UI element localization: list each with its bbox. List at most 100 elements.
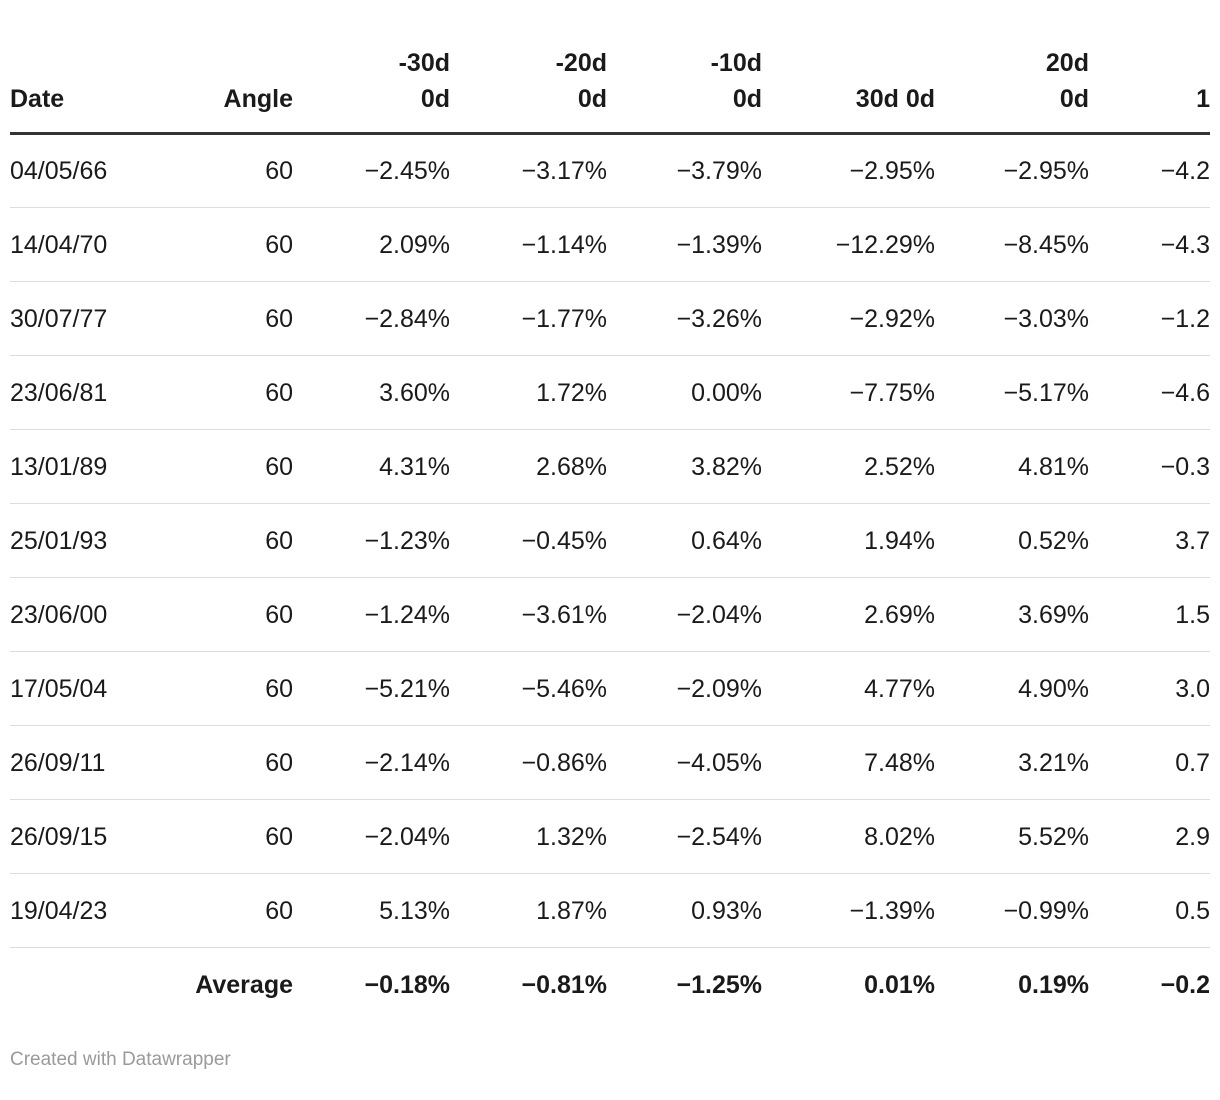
cell-20d-0d: 4.90% [935, 651, 1089, 726]
cell-m10d-0d: 0.00% [607, 355, 762, 430]
cell-last: −1.2 [1089, 281, 1210, 356]
cell-date: 26/09/11 [10, 725, 160, 800]
cell-30d-0d: 4.77% [762, 651, 935, 726]
column-header-line: -20d [555, 49, 607, 77]
cell-m20d-0d: 1.87% [450, 873, 607, 948]
cell-last: 0.7 [1089, 725, 1210, 800]
cell-m30d-0d: 3.60% [293, 355, 450, 430]
cell-m30d-0d: −1.23% [293, 503, 450, 578]
cell-m30d-0d: −5.21% [293, 651, 450, 726]
cell-20d-0d: 3.69% [935, 577, 1089, 652]
cell-date: 30/07/77 [10, 281, 160, 356]
column-header-line: -10d [710, 49, 762, 77]
cell-angle: 60 [265, 157, 293, 185]
column-header-line: 0d [732, 85, 762, 113]
cell-m10d-0d: 0.64% [607, 503, 762, 578]
table-row: 04/05/66 60 −2.45% −3.17% −3.79% −2.95% −2.95%… [10, 134, 1210, 208]
cell-m20d-0d: −1.14% [450, 207, 607, 282]
cell-last: −4.2 [1160, 157, 1210, 185]
table-row: 17/05/04 60 −5.21% −5.46% −2.09% 4.77% 4.90% 3.… [10, 651, 1210, 726]
table-row: 13/01/89 60 4.31% 2.68% 3.82% 2.52% 4.81% −0.3 [10, 429, 1210, 504]
cell-20d-0d: −0.99% [935, 873, 1089, 948]
column-header-line: 30d 0d [855, 85, 935, 113]
cell-date: 25/01/93 [10, 503, 160, 578]
average-cell-m20d-0d: −0.81% [450, 947, 607, 1022]
table-header-row: Date Angle -30d 0d -20d 0d -10d 0d 30d 0d 20d 0d 1 [10, 0, 1210, 135]
cell-last: 0.5 [1089, 873, 1210, 948]
cell-m20d-0d: −3.61% [450, 577, 607, 652]
column-header-line: 0d [1059, 85, 1089, 113]
cell-m20d-0d: −0.86% [450, 725, 607, 800]
cell-m30d-0d: −1.24% [293, 577, 450, 652]
cell-20d-0d: −8.45% [935, 207, 1089, 282]
cell-m30d-0d: 5.13% [293, 873, 450, 948]
cell-angle: 60 [160, 873, 293, 948]
cell-m10d-0d: −3.26% [607, 281, 762, 356]
cell-angle: 60 [160, 207, 293, 282]
cell-m10d-0d: −1.39% [607, 207, 762, 282]
cell-m20d-0d: 1.32% [450, 799, 607, 874]
column-header-m20d-0d: -20d 0d [450, 0, 607, 135]
table-row: 23/06/81 60 3.60% 1.72% 0.00% −7.75% −5.17% −4.… [10, 355, 1210, 430]
cell-date: 14/04/70 [10, 207, 160, 282]
average-cell-last: −0.2 [1089, 947, 1210, 1022]
column-header-line: -30d [398, 49, 450, 77]
cell-last: −0.3 [1089, 429, 1210, 504]
cell-date: 04/05/66 [10, 157, 108, 185]
column-header-angle: Angle [160, 0, 293, 135]
cell-30d-0d: −12.29% [762, 207, 935, 282]
attribution-link[interactable]: Created with Datawrapper [10, 1048, 231, 1070]
cell-30d-0d: 2.52% [762, 429, 935, 504]
cell-last: −4.3 [1089, 207, 1210, 282]
cell-20d-0d: −2.95% [1003, 157, 1090, 185]
cell-m10d-0d: 0.93% [607, 873, 762, 948]
cell-m10d-0d: −4.05% [607, 725, 762, 800]
column-header-date: Date [10, 0, 160, 135]
cell-20d-0d: −3.03% [935, 281, 1089, 356]
cell-m10d-0d: −2.04% [607, 577, 762, 652]
table-row: 25/01/93 60 −1.23% −0.45% 0.64% 1.94% 0.52% 3.7 [10, 503, 1210, 578]
column-header-30d-0d: 30d 0d [762, 0, 935, 135]
column-header-line: 1 [1196, 85, 1210, 113]
cell-30d-0d: −2.95% [849, 157, 936, 185]
cell-angle: 60 [160, 799, 293, 874]
cell-30d-0d: −2.92% [762, 281, 935, 356]
cell-date: 17/05/04 [10, 651, 160, 726]
cell-m20d-0d: −0.45% [450, 503, 607, 578]
cell-30d-0d: 1.94% [762, 503, 935, 578]
cell-m30d-0d: −2.04% [293, 799, 450, 874]
column-header-line: 20d [1045, 49, 1089, 77]
table-row: 19/04/23 60 5.13% 1.87% 0.93% −1.39% −0.99% 0.5 [10, 873, 1210, 948]
cell-30d-0d: −1.39% [762, 873, 935, 948]
cell-20d-0d: 5.52% [935, 799, 1089, 874]
average-cell-m30d-0d: −0.18% [293, 947, 450, 1022]
cell-20d-0d: 4.81% [935, 429, 1089, 504]
cell-angle: 60 [160, 281, 293, 356]
average-cell-20d-0d: 0.19% [935, 947, 1089, 1022]
cell-m10d-0d: −2.54% [607, 799, 762, 874]
cell-m20d-0d: −1.77% [450, 281, 607, 356]
cell-date: 19/04/23 [10, 873, 160, 948]
data-table: Date Angle -30d 0d -20d 0d -10d 0d 30d 0d 20d 0d 1 … [10, 0, 1210, 1022]
cell-angle: 60 [160, 429, 293, 504]
table-row: 26/09/15 60 −2.04% 1.32% −2.54% 8.02% 5.52% 2.9 [10, 799, 1210, 874]
cell-20d-0d: 3.21% [935, 725, 1089, 800]
average-cell-30d-0d: 0.01% [762, 947, 935, 1022]
average-cell-m10d-0d: −1.25% [607, 947, 762, 1022]
cell-angle: 60 [160, 725, 293, 800]
table-row: 30/07/77 60 −2.84% −1.77% −3.26% −2.92% −3.03%… [10, 281, 1210, 356]
table-row: 23/06/00 60 −1.24% −3.61% −2.04% 2.69% 3.69% 1.… [10, 577, 1210, 652]
cell-date: 13/01/89 [10, 429, 160, 504]
cell-angle: 60 [160, 651, 293, 726]
average-cell-angle: Average [160, 947, 293, 1022]
column-header-line: Date [10, 85, 65, 113]
cell-m10d-0d: 3.82% [607, 429, 762, 504]
cell-last: 2.9 [1089, 799, 1210, 874]
cell-20d-0d: 0.52% [935, 503, 1089, 578]
cell-date: 23/06/00 [10, 577, 160, 652]
table-row: 26/09/11 60 −2.14% −0.86% −4.05% 7.48% 3.21% 0.… [10, 725, 1210, 800]
cell-m10d-0d: −3.79% [676, 157, 763, 185]
cell-m30d-0d: 2.09% [293, 207, 450, 282]
cell-last: −4.6 [1089, 355, 1210, 430]
